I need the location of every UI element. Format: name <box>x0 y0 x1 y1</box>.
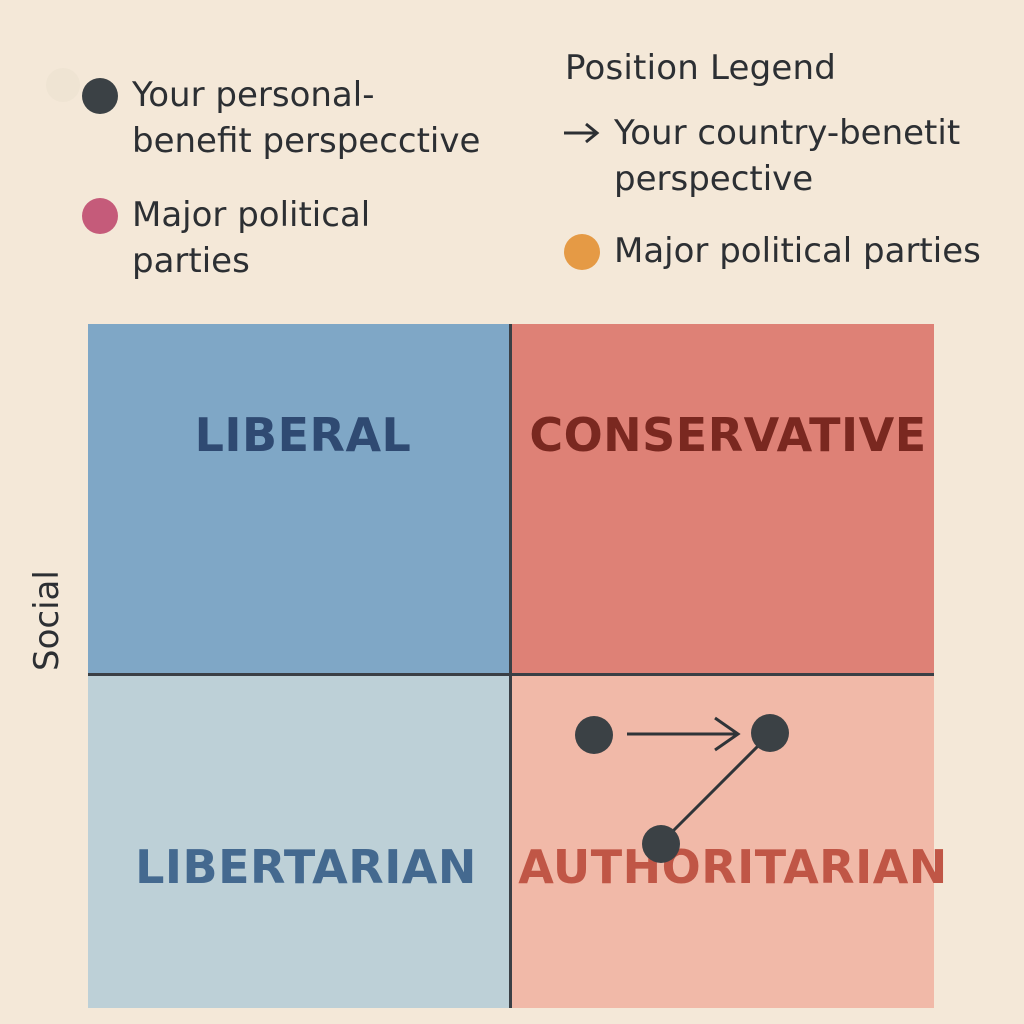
major-parties-orange-dot-icon <box>564 234 600 270</box>
legend-label-major-parties-orange: Major political parties <box>614 231 981 271</box>
legend-left: Your personal- benefit perspecctive Majo… <box>80 72 520 310</box>
perspective-arrow-head <box>714 716 741 752</box>
quadrant-label-liberal: LIBERAL <box>194 408 412 462</box>
legend-item-major-parties-orange: Major political parties <box>562 228 1002 274</box>
quadrant-label-authoritarian: AUTHORITARIAN <box>518 840 948 894</box>
horizontal-axis-line <box>88 673 934 676</box>
personal-position-dot <box>575 716 613 754</box>
quadrant-liberal: LIBERAL <box>88 324 510 674</box>
quadrant-authoritarian: AUTHORITARIAN <box>510 674 947 1008</box>
country-position-dot <box>751 714 789 752</box>
quadrant-libertarian: LIBERTARIAN <box>88 674 510 1008</box>
legend-right: Position Legend Your country-benetit per… <box>562 48 1002 300</box>
personal-benefit-dot-icon <box>82 78 118 114</box>
major-parties-pink-dot-icon <box>82 198 118 234</box>
legend-title: Position Legend <box>565 48 837 88</box>
quadrant-label-libertarian: LIBERTARIAN <box>135 840 477 894</box>
connector-line <box>659 732 772 845</box>
arrow-right-icon <box>564 122 600 144</box>
legend-item-country-benefit: Your country-benetit perspective <box>562 110 1002 202</box>
legend-item-major-parties-pink: Major political parties <box>80 192 520 284</box>
legend-label-major-parties-pink: Major political parties <box>132 195 371 281</box>
quadrant-conservative: CONSERVATIVE <box>510 324 934 674</box>
position-markers <box>575 714 789 863</box>
quadrant-label-conservative: CONSERVATIVE <box>529 408 927 462</box>
legend-label-personal-benefit: Your personal- benefit perspecctive <box>132 75 481 161</box>
party-position-dot <box>642 825 680 863</box>
legend-label-country-benefit: Your country-benetit perspective <box>614 113 961 199</box>
axis-label-social: Social <box>27 570 67 671</box>
legend-item-personal-benefit: Your personal- benefit perspecctive <box>80 72 520 164</box>
faded-dot-decoration <box>46 68 80 102</box>
political-compass-grid: LIBERAL CONSERVATIVE LIBERTARIAN AUTHORI… <box>88 324 947 1008</box>
vertical-axis-line <box>509 324 512 1008</box>
